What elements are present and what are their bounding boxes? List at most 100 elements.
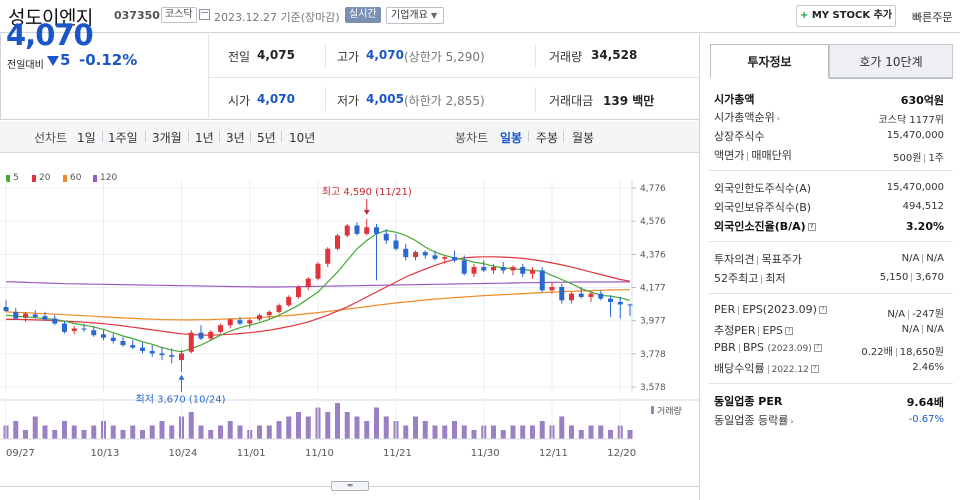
x-tick-label: 10/24 <box>169 448 198 459</box>
chart-resize-handle[interactable]: ═ <box>331 481 369 491</box>
help-icon[interactable]: ? <box>807 223 816 231</box>
volume-bar <box>403 425 409 439</box>
y-tick-label: 4,776 <box>640 184 666 194</box>
amount-value: 139 백만 <box>603 94 655 108</box>
tab-1d[interactable]: 1일 <box>77 131 96 145</box>
candle-body <box>149 350 155 354</box>
volume-bar <box>266 425 272 439</box>
y-tick-label: 3,977 <box>640 317 666 327</box>
candle-body <box>422 252 428 256</box>
volume-bar <box>149 425 155 439</box>
rank-value: 코스닥 1177위 <box>878 115 944 126</box>
tab-3m[interactable]: 3개월 <box>152 131 182 145</box>
help-icon[interactable]: ? <box>785 327 794 335</box>
volume-bar <box>42 425 48 439</box>
ma120-label: 120 <box>100 173 118 183</box>
realtime-button[interactable]: 실시간 <box>345 7 381 23</box>
stock-code: 037350 <box>114 9 160 22</box>
candle-body <box>617 301 623 305</box>
tab-order-book[interactable]: 호가 10단계 <box>829 44 953 78</box>
tab-5y[interactable]: 5년 <box>257 131 276 145</box>
divider <box>0 34 1 120</box>
x-tick-label: 11/01 <box>237 448 266 459</box>
divider <box>708 293 953 294</box>
volume-bar <box>452 421 457 439</box>
candle-body <box>81 328 87 330</box>
tab-3y[interactable]: 3년 <box>226 131 245 145</box>
opinion-value: N/A N/A <box>901 253 944 264</box>
divider <box>708 383 953 384</box>
company-info-dropdown[interactable]: 기업개요 ▼ <box>386 7 445 24</box>
moving-average-lines <box>5 229 631 353</box>
ma120-line <box>5 281 630 288</box>
ma5-line <box>5 229 631 353</box>
tab-monthly[interactable]: 월봉 <box>572 131 595 145</box>
calendar-icon <box>199 9 210 20</box>
current-price: 4,070 <box>6 18 94 52</box>
tab-invest-info[interactable]: 투자정보 <box>710 44 829 78</box>
tab-separator <box>145 131 146 142</box>
candle-body <box>169 355 175 357</box>
volume-bar <box>237 425 243 439</box>
down-arrow-icon <box>47 56 59 66</box>
add-mystock-label: MY STOCK 추가 <box>811 10 893 21</box>
volume-bar <box>218 425 223 439</box>
add-mystock-button[interactable]: + MY STOCK 추가 <box>796 5 896 27</box>
foreign-ratio-value: 3.20% <box>905 220 944 233</box>
candle-body <box>91 330 97 336</box>
help-icon[interactable]: ? <box>813 344 822 352</box>
candle-body <box>471 267 477 274</box>
amount-label: 거래대금 <box>549 94 594 108</box>
ma20-line <box>6 256 631 336</box>
period-tabs <box>0 121 699 153</box>
candle-body <box>539 270 545 291</box>
volume-bar <box>198 425 204 439</box>
tab-1y[interactable]: 1년 <box>195 131 214 145</box>
volume-bar <box>227 421 233 439</box>
tab-weekly[interactable]: 주봉 <box>536 131 559 145</box>
candle-body <box>481 267 487 271</box>
volume-bar <box>510 425 516 439</box>
open-value: 4,070 <box>257 92 295 106</box>
high-annotation: 최고 4,590 (11/21) <box>322 186 412 198</box>
opinion-label: 투자의견 목표주가 <box>714 253 802 266</box>
volume-bar <box>588 425 594 439</box>
shares-value: 15,470,000 <box>886 130 944 141</box>
volume-bar <box>208 430 214 439</box>
help-icon[interactable]: ? <box>810 365 819 373</box>
candle-body <box>520 267 526 274</box>
help-icon[interactable]: ? <box>818 306 827 314</box>
ma60-swatch <box>63 175 67 182</box>
candle-body <box>208 331 214 339</box>
tab-daily[interactable]: 일봉 <box>500 131 523 145</box>
chevron-down-icon: ▼ <box>431 11 438 20</box>
volume-bar <box>140 430 145 439</box>
volume-bar <box>598 425 604 439</box>
shares-label: 상장주식수 <box>714 130 765 143</box>
foreign-limit-label: 외국인한도주식수(A) <box>714 182 812 195</box>
tab-1w[interactable]: 1주일 <box>108 131 138 145</box>
tab-separator <box>188 131 189 142</box>
volume-bar <box>276 421 282 439</box>
candle-body <box>413 252 418 258</box>
volume-bar <box>257 425 262 439</box>
volume-value: 34,528 <box>591 48 638 62</box>
candle-body <box>432 255 438 259</box>
volume-bar <box>169 425 175 439</box>
candle-body <box>559 287 565 301</box>
volume-bar <box>23 430 28 439</box>
candle-body <box>296 287 301 297</box>
candle-body <box>42 316 48 320</box>
tab-10y[interactable]: 10년 <box>289 131 316 145</box>
candle-body <box>218 325 223 332</box>
quick-order-link[interactable]: 빠른주문 <box>912 11 953 24</box>
foreign-ratio-label: 외국인소진율(B/A)? <box>714 218 816 234</box>
volume-bar <box>159 421 165 439</box>
candle-body <box>325 248 331 264</box>
high-arrow-head <box>363 209 370 215</box>
x-tick-label: 12/20 <box>607 448 636 459</box>
candle-body <box>198 332 204 339</box>
candle-body <box>588 293 594 297</box>
price-summary <box>0 34 699 120</box>
